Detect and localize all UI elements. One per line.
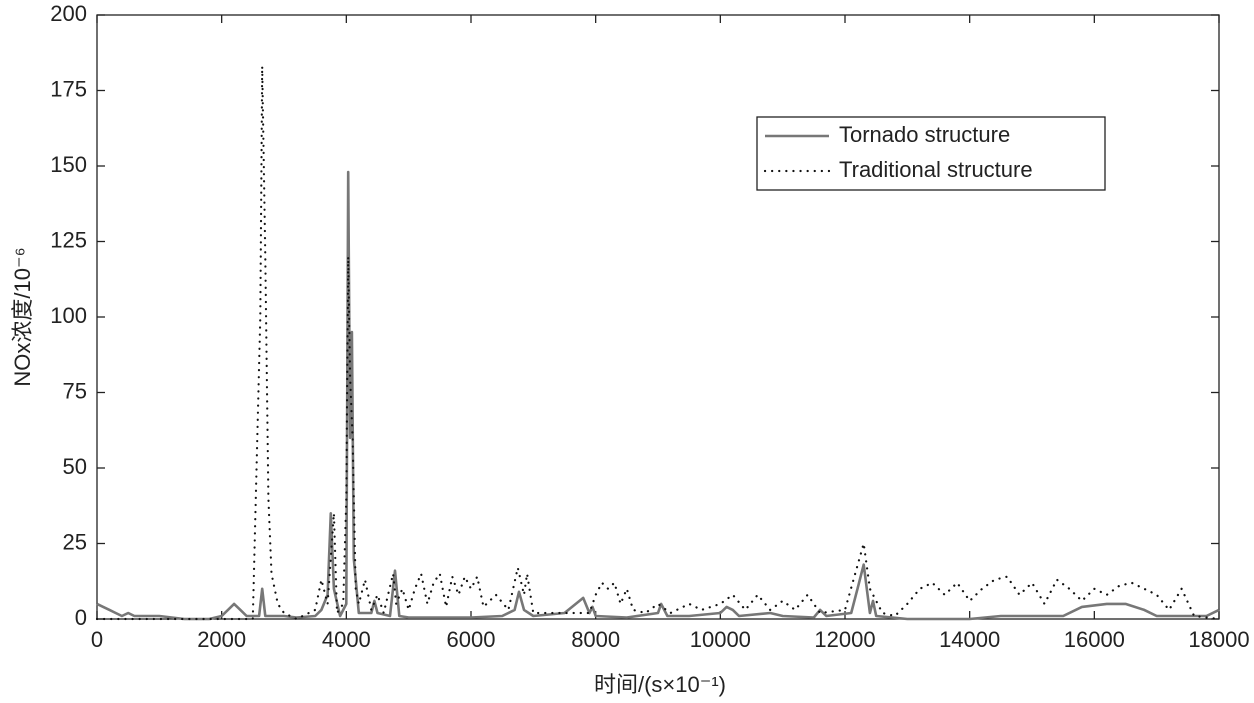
y-tick-label: 100 <box>50 303 87 328</box>
x-tick-label: 10000 <box>690 627 751 652</box>
x-tick-label: 18000 <box>1188 627 1249 652</box>
x-tick-label: 2000 <box>197 627 246 652</box>
x-tick-label: 12000 <box>814 627 875 652</box>
legend-label: Traditional structure <box>839 157 1033 182</box>
x-axis-label: 时间/(s×10⁻¹) <box>594 672 726 697</box>
legend-label: Tornado structure <box>839 122 1010 147</box>
legend-box <box>756 116 1106 191</box>
y-tick-label: 75 <box>63 378 87 403</box>
x-tick-label: 4000 <box>322 627 371 652</box>
y-tick-label: 0 <box>75 605 87 630</box>
x-tick-label: 6000 <box>447 627 496 652</box>
y-tick-label: 25 <box>63 529 87 554</box>
series-line <box>95 65 1221 621</box>
y-axis-label: NOx浓度/10⁻⁶ <box>10 247 35 386</box>
y-tick-label: 50 <box>63 454 87 479</box>
x-tick-label: 8000 <box>571 627 620 652</box>
series-line <box>96 170 1220 621</box>
x-tick-label: 0 <box>91 627 103 652</box>
y-tick-label: 200 <box>50 1 87 26</box>
x-tick-label: 16000 <box>1064 627 1125 652</box>
y-tick-label: 175 <box>50 76 87 101</box>
y-tick-label: 125 <box>50 227 87 252</box>
y-tick-label: 150 <box>50 152 87 177</box>
x-tick-label: 14000 <box>939 627 1000 652</box>
